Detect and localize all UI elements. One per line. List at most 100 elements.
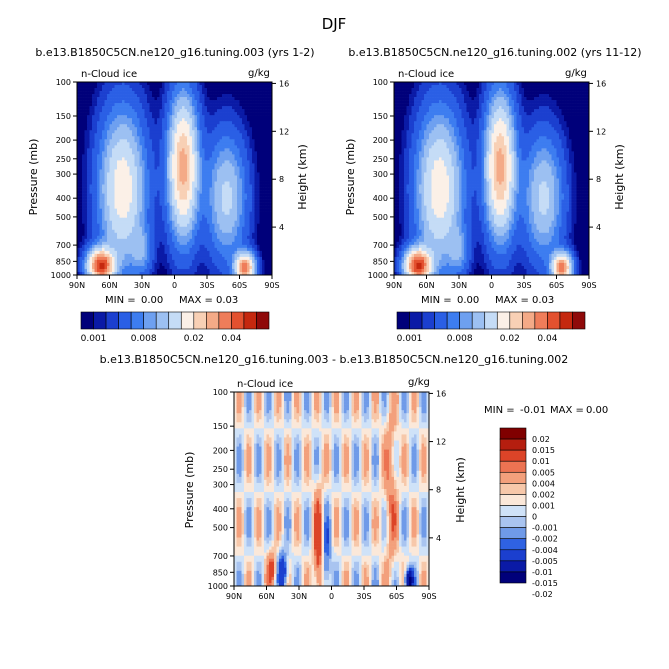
contour-cell: [229, 157, 233, 161]
contour-cell: [154, 217, 158, 222]
contour-cell: [239, 190, 243, 194]
contour-cell: [92, 220, 95, 225]
contour-cell: [89, 181, 93, 185]
contour-cell: [107, 187, 110, 191]
contour-cell: [104, 82, 108, 86]
contour-cell: [89, 166, 93, 170]
contour-cell: [249, 205, 253, 209]
contour-cell: [219, 241, 223, 246]
contour-cell: [234, 160, 238, 164]
contour-cell: [82, 151, 85, 155]
contour-cell: [157, 214, 160, 219]
contour-cell: [164, 265, 168, 270]
contour-cell: [132, 142, 135, 146]
contour-cell: [139, 202, 143, 206]
contour-cell: [174, 187, 178, 191]
contour-cell: [232, 223, 235, 228]
contour-cell: [114, 145, 118, 149]
contour-cell: [247, 130, 250, 134]
contour-cell: [159, 205, 163, 209]
contour-cell: [234, 214, 238, 219]
contour-cell: [209, 151, 213, 155]
contour-cell: [252, 175, 255, 179]
contour-cell: [249, 160, 253, 164]
contour-cell: [147, 178, 150, 182]
contour-cell: [247, 199, 250, 203]
contour-cell: [252, 160, 255, 164]
contour-cell: [79, 145, 83, 149]
contour-cell: [259, 208, 263, 212]
contour-cell: [79, 235, 83, 240]
contour-cell: [202, 142, 205, 146]
contour-cell: [232, 217, 235, 222]
contour-cell: [252, 145, 255, 149]
contour-cell: [229, 178, 233, 182]
contour-cell: [99, 205, 103, 209]
contour-cell: [97, 235, 100, 240]
contour-cell: [159, 109, 163, 113]
contour-cell: [214, 193, 218, 197]
contour-cell: [117, 196, 120, 200]
contour-cell: [129, 112, 133, 116]
contour-cell: [99, 88, 103, 92]
contour-cell: [204, 271, 208, 276]
contour-cell: [224, 94, 228, 98]
contour-cell: [182, 139, 185, 143]
contour-cell: [99, 133, 103, 137]
contour-cell: [117, 229, 120, 234]
contour-cell: [132, 220, 135, 225]
contour-cell: [94, 199, 98, 203]
contour-cell: [127, 250, 130, 255]
contour-cell: [87, 112, 90, 116]
contour-cell: [142, 232, 145, 237]
contour-cell: [84, 184, 88, 188]
contour-cell: [159, 103, 163, 107]
contour-cell: [159, 163, 163, 167]
contour-cell: [87, 154, 90, 158]
contour-cell: [252, 100, 255, 104]
contour-cell: [137, 208, 140, 212]
contour-cell: [242, 112, 245, 116]
contour-cell: [119, 217, 123, 222]
contour-cell: [267, 133, 270, 137]
contour-cell: [124, 196, 128, 200]
contour-cell: [89, 178, 93, 182]
contour-cell: [249, 235, 253, 240]
contour-cell: [169, 217, 173, 222]
contour-cell: [82, 268, 85, 273]
contour-cell: [82, 136, 85, 140]
contour-cell: [149, 250, 153, 255]
contour-cell: [89, 226, 93, 231]
contour-cell: [242, 82, 245, 86]
contour-cell: [182, 193, 185, 197]
contour-cell: [267, 181, 270, 185]
contour-cell: [237, 154, 240, 158]
contour-cell: [172, 262, 175, 267]
contour-cell: [139, 157, 143, 161]
contour-cell: [164, 139, 168, 143]
contour-cell: [179, 229, 183, 234]
contour-cell: [134, 109, 138, 113]
contour-cell: [174, 118, 178, 122]
contour-cell: [182, 94, 185, 98]
contour-cell: [89, 232, 93, 237]
contour-cell: [207, 97, 210, 101]
contour-cell: [259, 148, 263, 152]
contour-cell: [234, 118, 238, 122]
contour-cell: [97, 172, 100, 176]
contour-cell: [182, 232, 185, 237]
contour-cell: [134, 223, 138, 228]
contour-cell: [269, 133, 273, 137]
contour-cell: [109, 217, 113, 222]
contour-cell: [84, 160, 88, 164]
contour-cell: [82, 247, 85, 252]
contour-cell: [167, 106, 170, 110]
contour-cell: [142, 130, 145, 134]
contour-cell: [142, 142, 145, 146]
contour-cell: [132, 268, 135, 273]
contour-cell: [179, 151, 183, 155]
contour-cell: [264, 169, 268, 173]
contour-cell: [199, 271, 203, 276]
contour-cell: [172, 193, 175, 197]
contour-cell: [94, 247, 98, 252]
